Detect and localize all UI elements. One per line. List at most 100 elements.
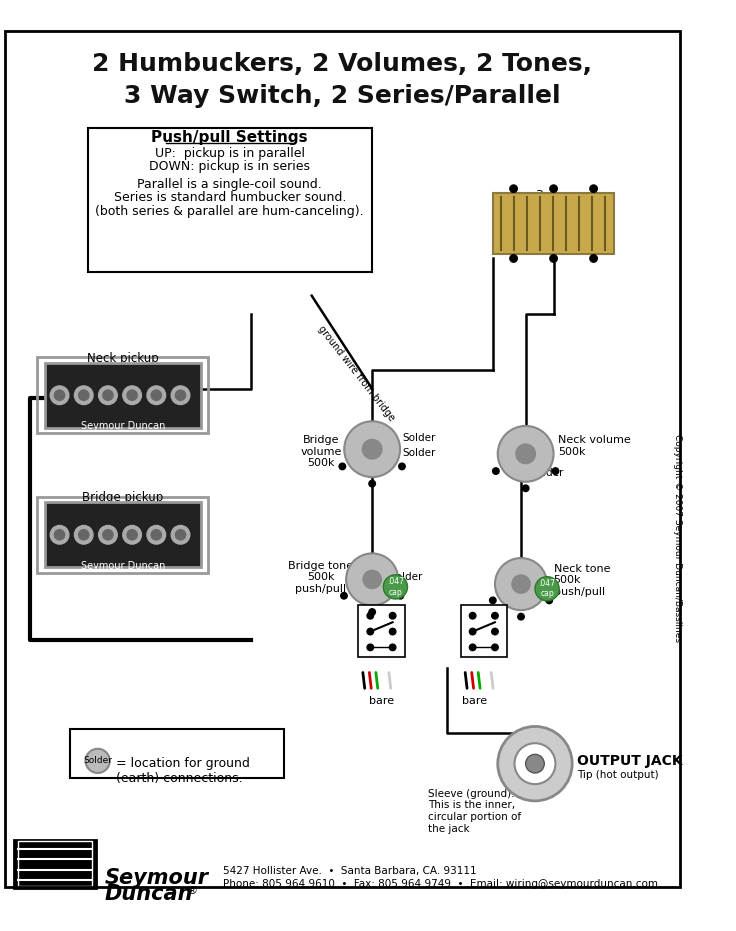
Circle shape bbox=[175, 390, 185, 400]
Circle shape bbox=[147, 525, 166, 544]
Text: .047
cap: .047 cap bbox=[539, 579, 556, 599]
Bar bbox=[45, 502, 201, 567]
Circle shape bbox=[50, 386, 69, 405]
Circle shape bbox=[151, 530, 161, 540]
Text: Copyright © 2007 Seymour Duncan/Basslines: Copyright © 2007 Seymour Duncan/Bassline… bbox=[673, 434, 682, 641]
Text: 2 Humbuckers, 2 Volumes, 2 Tones,: 2 Humbuckers, 2 Volumes, 2 Tones, bbox=[93, 52, 592, 76]
Text: bare: bare bbox=[462, 695, 487, 706]
Text: Seymour: Seymour bbox=[105, 868, 208, 888]
Circle shape bbox=[510, 255, 517, 263]
Circle shape bbox=[369, 609, 375, 615]
Text: ground wire from bridge: ground wire from bridge bbox=[316, 324, 397, 423]
Text: Phone: 805.964.9610  •  Fax: 805.964.9749  •  Email: wiring@seymourduncan.com: Phone: 805.964.9610 • Fax: 805.964.9749 … bbox=[223, 879, 658, 889]
Circle shape bbox=[383, 574, 408, 599]
Text: Solder: Solder bbox=[512, 574, 545, 585]
Circle shape bbox=[492, 644, 498, 651]
Circle shape bbox=[369, 480, 375, 487]
Text: Solder: Solder bbox=[531, 467, 564, 478]
Circle shape bbox=[367, 613, 374, 619]
Circle shape bbox=[74, 525, 93, 544]
Circle shape bbox=[341, 592, 347, 599]
Bar bbox=[88, 128, 372, 273]
Circle shape bbox=[470, 628, 476, 635]
Text: Series is standard humbucker sound.: Series is standard humbucker sound. bbox=[113, 192, 346, 205]
Circle shape bbox=[50, 525, 69, 544]
Bar bbox=[18, 841, 92, 885]
Circle shape bbox=[123, 525, 141, 544]
Circle shape bbox=[470, 613, 476, 619]
Circle shape bbox=[103, 390, 113, 400]
Circle shape bbox=[79, 390, 89, 400]
Text: 5427 Hollister Ave.  •  Santa Barbara, CA. 93111: 5427 Hollister Ave. • Santa Barbara, CA.… bbox=[223, 866, 477, 876]
Text: Bridge
volume
500k: Bridge volume 500k bbox=[300, 435, 342, 468]
Circle shape bbox=[79, 530, 89, 540]
Bar bbox=[38, 358, 208, 433]
Circle shape bbox=[397, 592, 403, 599]
Circle shape bbox=[552, 467, 559, 474]
Circle shape bbox=[362, 439, 382, 459]
Circle shape bbox=[127, 530, 137, 540]
Text: Solder: Solder bbox=[402, 433, 435, 443]
Text: Parallel is a single-coil sound.: Parallel is a single-coil sound. bbox=[138, 179, 322, 192]
Bar bbox=[38, 496, 208, 573]
Circle shape bbox=[74, 386, 93, 405]
Bar bbox=[493, 194, 614, 254]
Circle shape bbox=[103, 530, 113, 540]
Circle shape bbox=[123, 386, 141, 405]
Circle shape bbox=[498, 726, 572, 801]
Circle shape bbox=[498, 426, 553, 481]
Circle shape bbox=[590, 255, 598, 263]
Text: ®: ® bbox=[186, 886, 197, 897]
Circle shape bbox=[339, 463, 346, 469]
Circle shape bbox=[344, 422, 400, 477]
Bar bbox=[70, 729, 284, 777]
Circle shape bbox=[389, 644, 396, 651]
Bar bbox=[14, 840, 96, 888]
Text: DOWN: pickup is in series: DOWN: pickup is in series bbox=[149, 160, 311, 173]
Circle shape bbox=[492, 613, 498, 619]
Bar bbox=[358, 605, 405, 656]
Circle shape bbox=[346, 553, 398, 605]
Text: Seymour Duncan: Seymour Duncan bbox=[81, 560, 165, 571]
Circle shape bbox=[367, 644, 374, 651]
Circle shape bbox=[171, 525, 190, 544]
Text: Seymour Duncan: Seymour Duncan bbox=[81, 422, 165, 431]
Circle shape bbox=[526, 754, 545, 773]
Circle shape bbox=[535, 576, 559, 600]
Text: = location for ground
(earth) connections.: = location for ground (earth) connection… bbox=[116, 757, 250, 785]
Circle shape bbox=[495, 558, 547, 610]
Circle shape bbox=[510, 185, 517, 193]
Text: Push/pull Settings: Push/pull Settings bbox=[152, 130, 308, 145]
Text: 3-way
toggle switch: 3-way toggle switch bbox=[512, 189, 595, 217]
Circle shape bbox=[389, 628, 396, 635]
Circle shape bbox=[151, 390, 161, 400]
Text: Neck pickup: Neck pickup bbox=[87, 352, 159, 365]
Circle shape bbox=[492, 467, 499, 474]
Text: OUTPUT JACK: OUTPUT JACK bbox=[577, 754, 682, 768]
Circle shape bbox=[523, 485, 529, 492]
Text: Neck volume
500k: Neck volume 500k bbox=[558, 435, 631, 457]
Circle shape bbox=[492, 628, 498, 635]
Circle shape bbox=[389, 613, 396, 619]
Text: Sleeve (ground).
This is the inner,
circular portion of
the jack: Sleeve (ground). This is the inner, circ… bbox=[428, 789, 521, 833]
Text: .047
cap: .047 cap bbox=[387, 577, 404, 597]
Text: Solder: Solder bbox=[83, 756, 112, 765]
Text: UP:  pickup is in parallel: UP: pickup is in parallel bbox=[155, 147, 305, 160]
Circle shape bbox=[590, 185, 598, 193]
Text: Neck tone
500k
push/pull: Neck tone 500k push/pull bbox=[553, 563, 610, 597]
Text: bare: bare bbox=[369, 695, 394, 706]
Circle shape bbox=[99, 386, 117, 405]
Circle shape bbox=[54, 390, 65, 400]
Text: Solder: Solder bbox=[389, 572, 422, 582]
Circle shape bbox=[363, 571, 381, 588]
Circle shape bbox=[399, 463, 406, 469]
Text: 3 Way Switch, 2 Series/Parallel: 3 Way Switch, 2 Series/Parallel bbox=[124, 84, 561, 108]
Circle shape bbox=[517, 614, 524, 620]
Circle shape bbox=[99, 525, 117, 544]
Circle shape bbox=[546, 597, 553, 603]
Text: Duncan: Duncan bbox=[105, 884, 193, 904]
Circle shape bbox=[550, 255, 557, 263]
Circle shape bbox=[514, 743, 556, 784]
Circle shape bbox=[489, 597, 496, 603]
Bar bbox=[461, 605, 507, 656]
